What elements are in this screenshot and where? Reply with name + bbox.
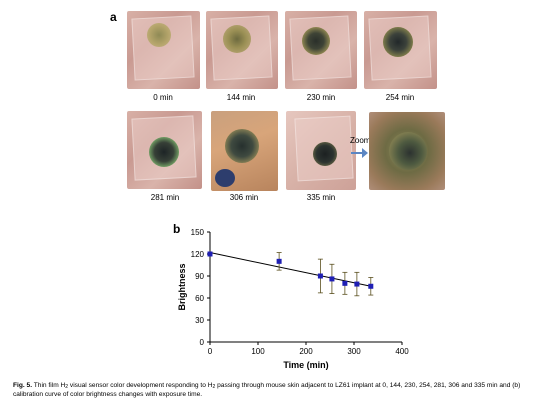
time-label-281min: 281 min <box>150 193 180 202</box>
caption-label: Fig. 5. <box>13 382 33 389</box>
calibration-chart: 0 30 60 90 120 150 0 100 200 300 400 Time (min) Brig… <box>177 228 409 370</box>
caption-sub-2: 2 <box>212 384 216 390</box>
y-tick-label: 0 <box>200 338 205 347</box>
time-label-254min: 254 min <box>385 93 415 102</box>
sensor-photo-230min <box>285 11 357 89</box>
time-label-0min: 0 min <box>153 93 173 102</box>
sensor-photo-0min <box>127 11 200 89</box>
caption-text-3: passing through mouse skin adjacent to L… <box>13 382 521 398</box>
panel-b-label: b <box>173 222 181 236</box>
time-label-306min: 306 min <box>229 193 259 202</box>
zoomed-sensor-photo <box>369 112 445 190</box>
y-axis-title: Brightness <box>177 263 187 310</box>
data-point <box>276 258 282 264</box>
time-label-144min: 144 min <box>226 93 256 102</box>
x-tick-label: 0 <box>208 347 213 356</box>
x-tick-label: 100 <box>251 347 265 356</box>
y-tick-label: 150 <box>191 228 205 237</box>
sensor-photo-281min <box>127 111 202 189</box>
sensor-photo-306min <box>211 111 278 191</box>
x-axis-title: Time (min) <box>283 360 328 370</box>
zoom-in-label: Zoom in <box>350 136 379 145</box>
data-point <box>342 280 348 286</box>
time-label-335min: 335 min <box>306 193 336 202</box>
x-tick-label: 300 <box>347 347 361 356</box>
y-tick-label: 90 <box>195 272 204 281</box>
sensor-photo-335min <box>286 111 356 190</box>
panel-a-label: a <box>110 10 117 24</box>
y-tick-label: 60 <box>195 294 204 303</box>
data-point <box>354 281 360 287</box>
x-tick-label: 200 <box>299 347 313 356</box>
time-label-230min: 230 min <box>306 93 336 102</box>
y-tick-label: 30 <box>195 316 204 325</box>
data-point <box>329 276 335 282</box>
y-tick-label: 120 <box>191 250 205 259</box>
sensor-photo-144min <box>206 11 278 89</box>
data-point <box>317 273 323 279</box>
x-tick-label: 400 <box>395 347 409 356</box>
caption-text-2: visual sensor color development respondi… <box>68 382 213 389</box>
figure-caption: Fig. 5. Thin film H2 visual sensor color… <box>13 381 543 399</box>
data-point <box>368 283 374 289</box>
fit-line <box>209 252 371 287</box>
sensor-photo-254min <box>364 11 437 89</box>
data-point <box>207 251 213 257</box>
zoom-arrow <box>351 148 368 158</box>
caption-text-1: Thin film H <box>32 382 66 389</box>
caption-sub-1: 2 <box>65 384 69 390</box>
